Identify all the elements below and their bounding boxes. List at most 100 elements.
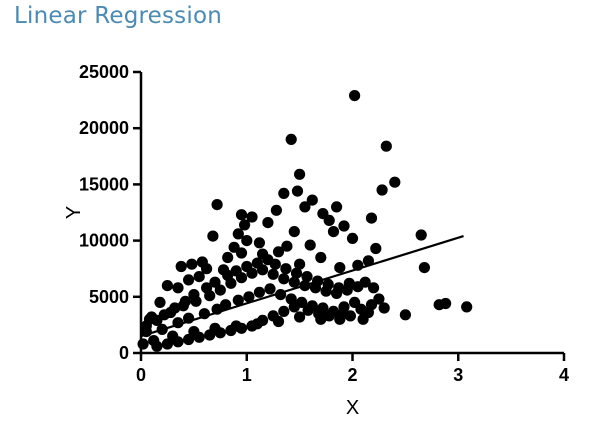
data-point xyxy=(257,314,269,326)
data-point xyxy=(359,276,371,288)
data-point xyxy=(161,280,173,292)
data-point xyxy=(389,176,401,188)
points-layer xyxy=(137,90,473,352)
data-point xyxy=(220,299,232,311)
data-point xyxy=(232,294,244,306)
data-point xyxy=(344,310,356,322)
y-axis-title: Y xyxy=(63,206,85,219)
data-point xyxy=(235,209,248,221)
data-point xyxy=(246,211,258,223)
data-point xyxy=(137,338,149,350)
data-point xyxy=(222,269,234,281)
data-point xyxy=(243,291,255,303)
x-tick-label: 1 xyxy=(242,365,252,385)
data-point xyxy=(327,226,340,238)
data-point xyxy=(230,265,242,277)
data-point xyxy=(370,242,382,255)
data-point xyxy=(343,277,355,289)
x-tick-label: 3 xyxy=(453,365,463,385)
data-point xyxy=(225,324,237,337)
x-tick-label: 2 xyxy=(347,365,357,385)
data-point xyxy=(201,263,213,275)
data-point xyxy=(334,313,346,325)
data-point xyxy=(183,274,195,286)
data-point xyxy=(323,214,335,226)
data-point xyxy=(209,276,221,288)
data-point xyxy=(232,228,244,240)
data-point xyxy=(461,301,473,313)
data-point xyxy=(188,289,200,301)
data-point xyxy=(172,336,184,348)
regression-line xyxy=(140,235,464,338)
data-point xyxy=(304,239,316,251)
data-point xyxy=(267,310,279,322)
data-point xyxy=(368,282,380,294)
data-point xyxy=(333,282,345,294)
data-point xyxy=(278,305,290,317)
data-point xyxy=(253,237,265,249)
data-point xyxy=(272,246,285,258)
data-point xyxy=(334,262,346,274)
data-point xyxy=(169,302,181,314)
data-point xyxy=(440,297,452,310)
data-point xyxy=(380,140,392,152)
regression-layer xyxy=(140,235,464,338)
data-point xyxy=(285,133,297,145)
data-point xyxy=(378,302,390,314)
data-point xyxy=(376,184,388,196)
labels-layer: 0 5000 10000 15000 20000 25000 0 1 2 3 4 X Y xyxy=(63,62,569,419)
data-point xyxy=(161,338,173,350)
data-point xyxy=(214,284,226,296)
y-tick-label: 10000 xyxy=(79,231,129,251)
data-point xyxy=(299,201,311,213)
data-point xyxy=(151,340,163,352)
data-point xyxy=(418,262,430,274)
data-point xyxy=(415,229,427,241)
data-point xyxy=(154,296,166,308)
data-point xyxy=(270,204,282,216)
data-point xyxy=(290,267,303,279)
data-point xyxy=(239,219,251,231)
data-point xyxy=(204,329,216,341)
data-point xyxy=(253,286,265,298)
data-point xyxy=(251,257,263,269)
data-point xyxy=(301,271,313,283)
data-point xyxy=(323,310,335,322)
data-point xyxy=(262,217,274,229)
data-point xyxy=(241,260,253,273)
data-point xyxy=(214,327,226,339)
data-point xyxy=(349,90,361,102)
y-tick-label: 5000 xyxy=(89,287,129,307)
data-point xyxy=(294,311,306,323)
data-point xyxy=(288,276,300,288)
data-point xyxy=(179,295,191,307)
data-point xyxy=(193,331,205,343)
data-point xyxy=(269,258,281,270)
x-tick-label: 0 xyxy=(136,365,146,385)
x-axis-title: X xyxy=(346,397,359,419)
data-point xyxy=(201,282,213,294)
data-point xyxy=(322,278,334,290)
data-point xyxy=(294,168,306,180)
data-point xyxy=(365,212,378,224)
data-point xyxy=(175,260,187,273)
data-point xyxy=(331,201,343,213)
data-point xyxy=(241,235,253,247)
data-point xyxy=(399,309,411,321)
data-point xyxy=(278,187,290,199)
data-point xyxy=(288,226,300,238)
data-point xyxy=(306,194,318,206)
data-point xyxy=(288,301,300,313)
data-point xyxy=(365,299,378,311)
y-tick-label: 20000 xyxy=(79,118,129,138)
data-point xyxy=(186,258,198,270)
page-title: Linear Regression xyxy=(14,3,222,29)
data-point xyxy=(346,232,359,244)
data-point xyxy=(302,304,314,316)
data-point xyxy=(278,273,290,285)
data-point xyxy=(193,271,205,283)
data-point xyxy=(235,322,248,334)
data-point xyxy=(172,282,184,294)
data-point xyxy=(158,309,170,321)
